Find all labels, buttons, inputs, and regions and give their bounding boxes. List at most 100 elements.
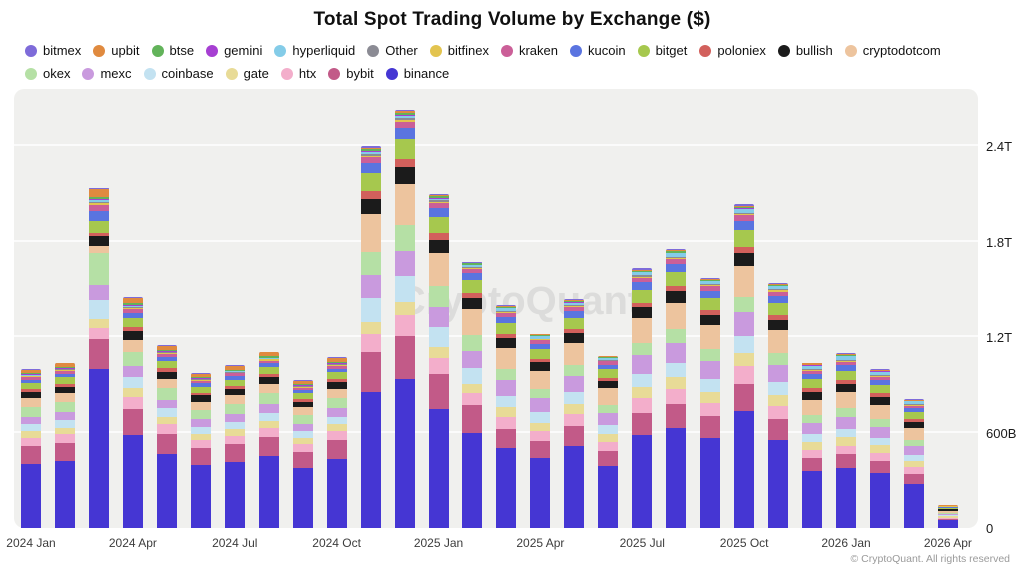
bar-2025-feb[interactable] bbox=[462, 261, 483, 528]
bar-2025-may[interactable] bbox=[564, 299, 585, 528]
legend-item-kraken[interactable]: kraken bbox=[500, 43, 558, 58]
segment-cryptodotcom bbox=[326, 388, 347, 398]
segment-poloniex bbox=[360, 191, 381, 199]
segment-okex bbox=[54, 401, 75, 413]
bar-2024-feb[interactable] bbox=[54, 362, 75, 528]
legend-dot-icon bbox=[93, 44, 106, 57]
bar-2026-mar[interactable] bbox=[903, 398, 924, 528]
x-tick-label: 2025 Jul bbox=[619, 536, 665, 550]
bar-2024-oct[interactable] bbox=[326, 357, 347, 528]
segment-hyperliquid bbox=[258, 358, 279, 359]
legend-item-htx[interactable]: htx bbox=[280, 66, 317, 81]
bar-2024-jul[interactable] bbox=[224, 365, 245, 528]
legend-item-binance[interactable]: binance bbox=[385, 66, 449, 81]
segment-okex bbox=[394, 225, 415, 252]
bar-2025-oct[interactable] bbox=[734, 204, 755, 528]
segment-bybit bbox=[21, 446, 41, 464]
segment-upbit bbox=[156, 345, 177, 350]
segment-coinbase bbox=[122, 377, 143, 389]
legend-item-bybit[interactable]: bybit bbox=[328, 66, 374, 81]
legend-item-poloniex[interactable]: poloniex bbox=[699, 43, 766, 58]
bar-2026-jan[interactable] bbox=[836, 352, 857, 528]
legend-item-bullish[interactable]: bullish bbox=[777, 43, 833, 58]
bar-2025-jul[interactable] bbox=[632, 268, 653, 528]
segment-kraken bbox=[360, 157, 381, 164]
segment-bitfinex bbox=[462, 267, 483, 270]
segment-cryptodotcom bbox=[564, 342, 585, 365]
legend-label: kucoin bbox=[588, 43, 626, 58]
segment-coinbase bbox=[564, 392, 585, 405]
bar-2026-feb[interactable] bbox=[870, 368, 890, 528]
bar-2025-apr[interactable] bbox=[530, 333, 551, 528]
legend-item-bitmex[interactable]: bitmex bbox=[25, 43, 81, 58]
legend-label: htx bbox=[298, 66, 317, 81]
legend-item-bitget[interactable]: bitget bbox=[637, 43, 687, 58]
legend-item-cryptodotcom[interactable]: cryptodotcom bbox=[844, 43, 941, 58]
segment-bullish bbox=[156, 371, 177, 379]
legend-item-gate[interactable]: gate bbox=[225, 66, 269, 81]
segment-htx bbox=[292, 444, 313, 452]
segment-btse bbox=[21, 373, 41, 375]
legend-item-coinbase[interactable]: coinbase bbox=[143, 66, 214, 81]
legend-item-bitfinex[interactable]: bitfinex bbox=[429, 43, 489, 58]
bar-2024-mar[interactable] bbox=[88, 187, 109, 528]
segment-poloniex bbox=[428, 233, 449, 240]
segment-gate bbox=[937, 516, 958, 518]
legend-dot-icon bbox=[143, 67, 156, 80]
segment-cryptodotcom bbox=[530, 370, 551, 389]
segment-hyperliquid bbox=[326, 363, 347, 365]
segment-bitmex bbox=[530, 333, 551, 335]
legend-item-btse[interactable]: btse bbox=[151, 43, 194, 58]
segment-bitmex bbox=[496, 305, 517, 307]
segment-coinbase bbox=[360, 298, 381, 322]
segment-bybit bbox=[54, 442, 75, 462]
bar-2026-apr[interactable] bbox=[937, 505, 958, 528]
segment-btse bbox=[632, 270, 653, 272]
segment-bybit bbox=[258, 437, 279, 457]
segment-okex bbox=[836, 408, 857, 417]
segment-bitfinex bbox=[292, 386, 313, 388]
bar-2024-apr[interactable] bbox=[122, 297, 143, 528]
segment-bybit bbox=[666, 404, 687, 428]
legend-item-upbit[interactable]: upbit bbox=[93, 43, 140, 58]
bar-2024-may[interactable] bbox=[156, 345, 177, 528]
legend-item-hyperliquid[interactable]: hyperliquid bbox=[274, 43, 355, 58]
bar-2025-dec[interactable] bbox=[802, 362, 823, 528]
bar-2025-nov[interactable] bbox=[768, 283, 789, 528]
bar-2025-sep[interactable] bbox=[700, 277, 721, 528]
bar-2024-aug[interactable] bbox=[258, 351, 279, 528]
x-tick-label: 2024 Jul bbox=[212, 536, 258, 550]
bar-2024-sep[interactable] bbox=[292, 380, 313, 528]
legend-item-kucoin[interactable]: kucoin bbox=[570, 43, 626, 58]
segment-bitmex bbox=[122, 297, 143, 299]
bar-2025-mar[interactable] bbox=[496, 305, 517, 528]
segment-bitmex bbox=[836, 352, 857, 355]
gridline bbox=[14, 335, 978, 338]
legend-item-gemini[interactable]: gemini bbox=[206, 43, 262, 58]
segment-kraken bbox=[734, 215, 755, 222]
segment-binance bbox=[632, 434, 653, 528]
segment-kucoin bbox=[462, 273, 483, 281]
bar-2025-jan[interactable] bbox=[428, 193, 449, 528]
segment-upbit bbox=[258, 352, 279, 357]
segment-kucoin bbox=[360, 163, 381, 173]
segment-hyperliquid bbox=[632, 272, 653, 276]
bar-2025-aug[interactable] bbox=[666, 249, 687, 528]
bar-2024-nov[interactable] bbox=[360, 146, 381, 528]
bar-2024-jan[interactable] bbox=[21, 369, 41, 528]
legend-dot-icon bbox=[637, 44, 650, 57]
bar-2024-dec[interactable] bbox=[394, 109, 415, 528]
bar-2024-jun[interactable] bbox=[190, 372, 211, 528]
segment-kraken bbox=[292, 387, 313, 391]
segment-bitmex bbox=[564, 299, 585, 301]
legend-item-other[interactable]: Other bbox=[367, 43, 418, 58]
segment-okex bbox=[870, 418, 890, 427]
legend-item-okex[interactable]: okex bbox=[25, 66, 70, 81]
legend-item-mexc[interactable]: mexc bbox=[82, 66, 132, 81]
segment-htx bbox=[903, 467, 924, 474]
bar-2025-jun[interactable] bbox=[598, 355, 619, 528]
segment-bullish bbox=[122, 330, 143, 340]
legend-label: upbit bbox=[111, 43, 140, 58]
segment-coinbase bbox=[326, 416, 347, 425]
segment-mexc bbox=[122, 366, 143, 378]
